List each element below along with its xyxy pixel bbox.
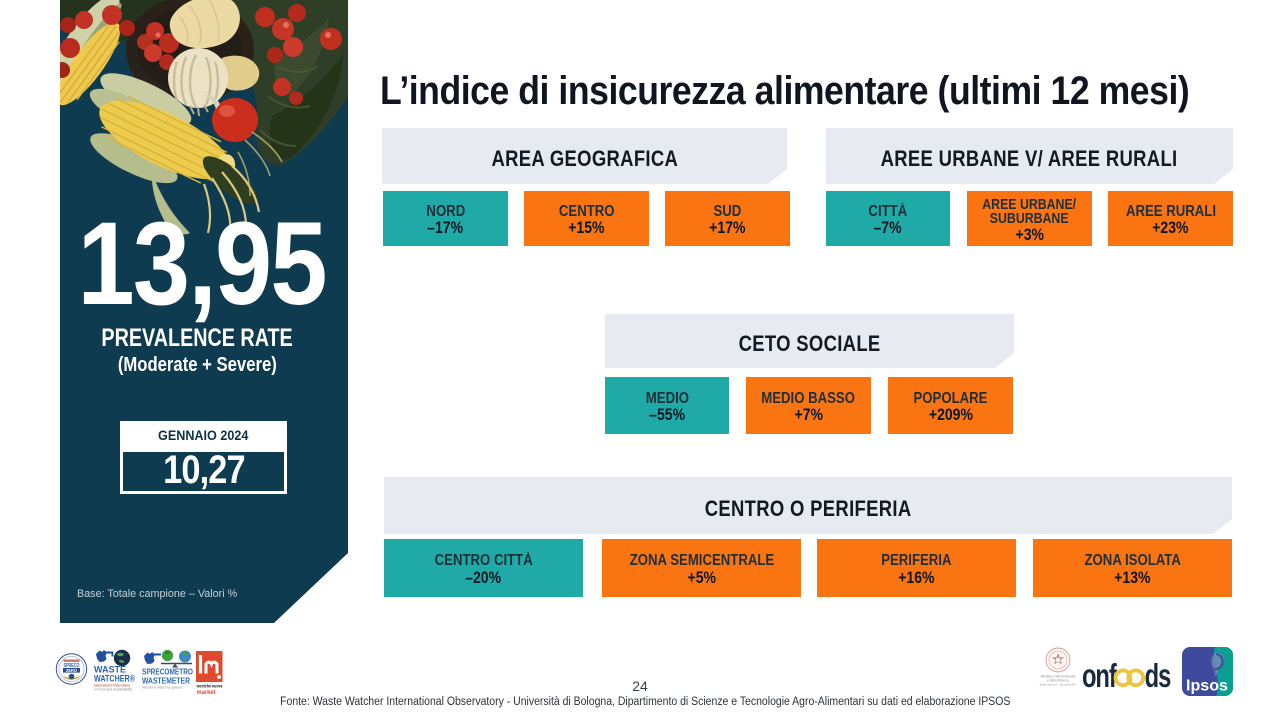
svg-text:on Food and Sustainability: on Food and Sustainability xyxy=(94,688,132,692)
svg-text:Ipsos: Ipsos xyxy=(1186,678,1228,695)
svg-text:SPRECOMETRO: SPRECOMETRO xyxy=(142,667,193,677)
svg-text:WASTE: WASTE xyxy=(94,665,126,675)
svg-text:International Observatory: International Observatory xyxy=(94,684,130,688)
svg-text:ZERO: ZERO xyxy=(66,668,78,673)
svg-text:Ministero dell’Università: Ministero dell’Università xyxy=(1041,675,1076,679)
svg-text:ds: ds xyxy=(1145,658,1171,695)
svg-text:WASTEMETER: WASTEMETER xyxy=(142,676,190,686)
svg-text:market: market xyxy=(197,690,216,696)
svg-text:SPRECO: SPRECO xyxy=(64,663,80,669)
svg-text:tecniche nuove: tecniche nuove xyxy=(197,684,223,690)
svg-text:WATCHER®: WATCHER® xyxy=(94,674,135,684)
svg-text:misura e riduci lo spreco: misura e riduci lo spreco xyxy=(142,686,182,690)
svg-text:Italia domani · NextGenEU: Italia domani · NextGenEU xyxy=(1040,683,1077,687)
svg-text:e della Ricerca: e della Ricerca xyxy=(1047,679,1069,683)
svg-text:onf: onf xyxy=(1082,658,1117,695)
